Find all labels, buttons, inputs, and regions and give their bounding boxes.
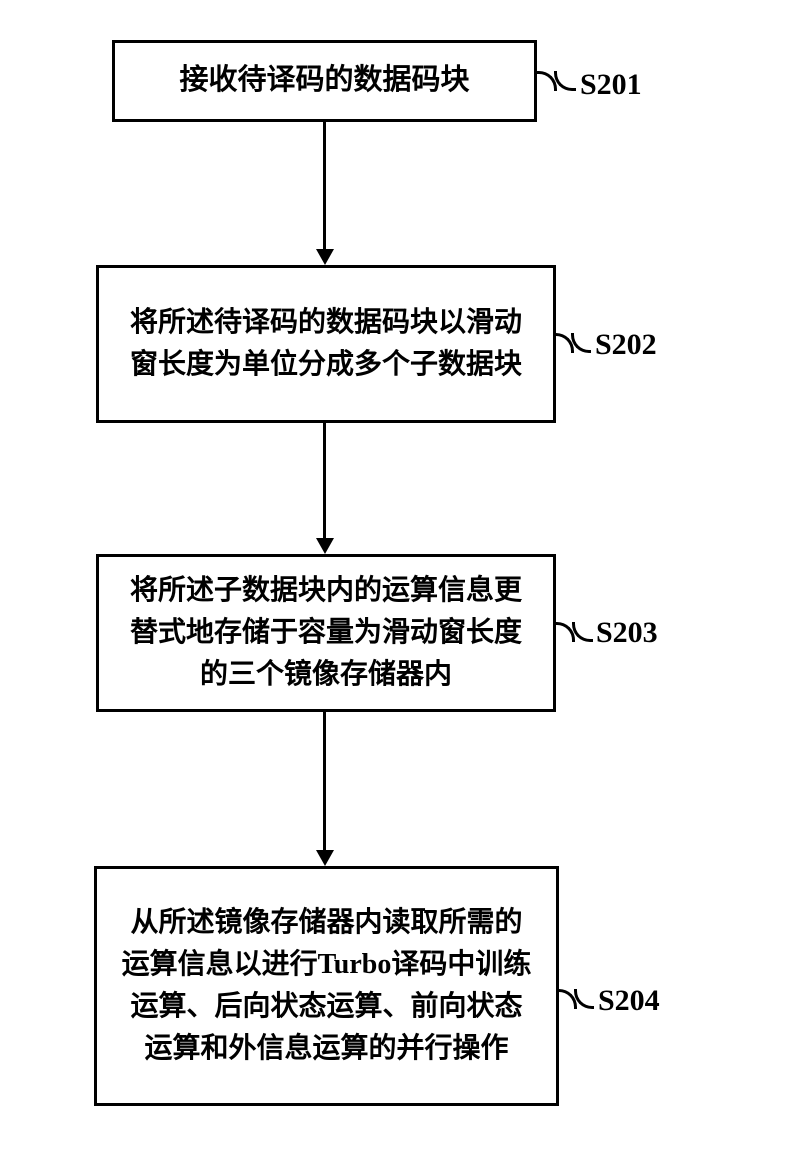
node-label-s203: S203 [596, 616, 658, 650]
arrow-3 [316, 850, 334, 866]
arrow-1 [316, 249, 334, 265]
edge-1 [323, 122, 326, 249]
label-connector [556, 614, 596, 650]
label-connector [537, 63, 579, 99]
node-text: 将所述待译码的数据码块以滑动窗长度为单位分成多个子数据块 [119, 302, 533, 386]
arrow-2 [316, 538, 334, 554]
edge-3 [323, 712, 326, 850]
flowchart-container: 接收待译码的数据码块 S201 将所述待译码的数据码块以滑动窗长度为单位分成多个… [0, 0, 800, 1175]
node-text: 从所述镜像存储器内读取所需的运算信息以进行Turbo译码中训练运算、后向状态运算… [117, 902, 536, 1070]
node-label-s204: S204 [598, 984, 660, 1018]
flowchart-node-s201: 接收待译码的数据码块 [112, 40, 537, 122]
flowchart-node-s202: 将所述待译码的数据码块以滑动窗长度为单位分成多个子数据块 [96, 265, 556, 423]
flowchart-node-s204: 从所述镜像存储器内读取所需的运算信息以进行Turbo译码中训练运算、后向状态运算… [94, 866, 559, 1106]
node-text: 将所述子数据块内的运算信息更替式地存储于容量为滑动窗长度的三个镜像存储器内 [119, 570, 533, 696]
node-label-s201: S201 [580, 68, 642, 102]
node-label-s202: S202 [595, 328, 657, 362]
node-text: 接收待译码的数据码块 [179, 59, 469, 103]
flowchart-node-s203: 将所述子数据块内的运算信息更替式地存储于容量为滑动窗长度的三个镜像存储器内 [96, 554, 556, 712]
label-connector [556, 325, 594, 361]
label-connector [559, 981, 597, 1017]
edge-2 [323, 423, 326, 538]
